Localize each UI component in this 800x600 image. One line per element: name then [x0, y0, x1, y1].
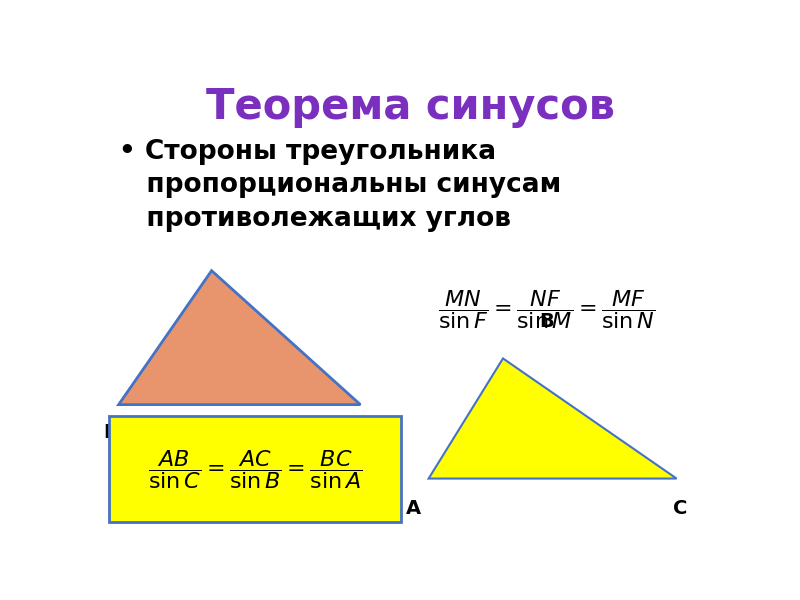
Text: пропорциональны синусам: пропорциональны синусам	[118, 172, 561, 198]
Polygon shape	[118, 271, 360, 404]
Text: A: A	[406, 499, 421, 518]
Text: противолежащих углов: противолежащих углов	[118, 206, 510, 232]
FancyBboxPatch shape	[110, 416, 401, 523]
Polygon shape	[429, 358, 677, 479]
Text: B: B	[539, 312, 554, 331]
Text: $\dfrac{MN}{\sin F} = \dfrac{NF}{\sin M} = \dfrac{MF}{\sin N}$: $\dfrac{MN}{\sin F} = \dfrac{NF}{\sin M}…	[438, 289, 655, 331]
Text: $\dfrac{AB}{\sin C} = \dfrac{AC}{\sin B} = \dfrac{BC}{\sin A}$: $\dfrac{AB}{\sin C} = \dfrac{AC}{\sin B}…	[148, 448, 362, 491]
Text: C: C	[673, 499, 687, 518]
Text: Теорема синусов: Теорема синусов	[206, 86, 614, 128]
Text: • Стороны треугольника: • Стороны треугольника	[118, 139, 496, 165]
Text: M: M	[103, 423, 122, 442]
Text: F: F	[358, 423, 370, 442]
